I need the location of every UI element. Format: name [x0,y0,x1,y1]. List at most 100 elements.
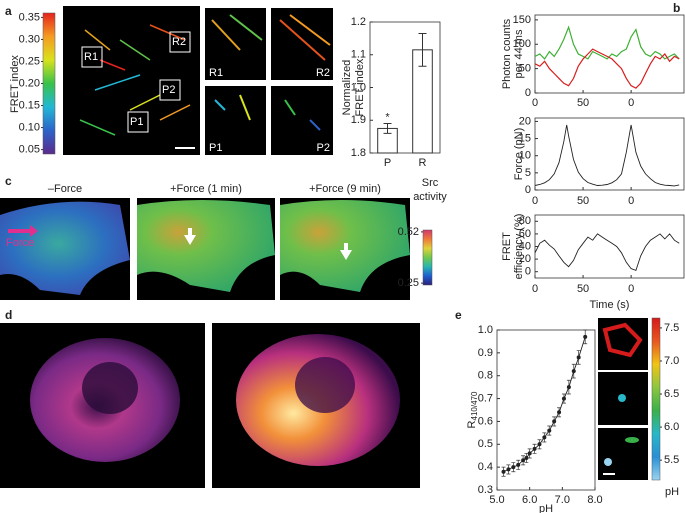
zoom [271,86,333,155]
zoom-label: P1 [209,142,222,154]
point [527,451,532,456]
arrow [340,243,352,260]
zoom-label: R2 [316,67,330,79]
series-line [534,25,680,60]
point [566,385,571,390]
force-arrow [8,225,38,237]
x-tick-label: 0 [628,195,634,207]
y-tick-label: 1.1 [351,49,366,61]
y-tick-label: 0.7 [478,392,493,404]
panel-c-images [0,198,410,300]
roi-box [127,111,149,133]
image-title: +Force (9 min) [309,183,381,195]
y-tick-label: 100 [513,38,531,50]
colorbar-tick-label: 0.20 [19,77,40,89]
y-tick-label: 0 [525,184,531,196]
specks [79,24,191,136]
y-axis-label: FRET index [354,58,366,116]
point [524,456,529,460]
colorbar-label: FRET index [9,55,21,113]
y-tick-label: 80 [519,215,531,227]
x-tick-label: 0 [628,283,634,295]
point [557,410,562,415]
point [532,446,537,451]
colorbar-tick-label: 6.0 [664,421,679,433]
y-axis-label: FRET [501,232,513,261]
y-tick-label: 1.0 [351,81,366,93]
colorbar-label: pH [665,486,679,498]
colorbar-tick-label: 0.25 [19,55,40,67]
colorbar-label: Src [422,177,439,189]
panel-label: b [673,1,680,15]
y-tick-label: 0.3 [478,484,493,496]
x-tick-label: 0 [532,97,538,109]
y-tick-label: 0 [525,87,531,99]
point [576,355,581,360]
colorbar-tick-label: 6.5 [664,388,679,400]
roi-label: P2 [162,84,175,96]
series-line [534,124,680,187]
x-tick-label: 50 [577,195,589,207]
arrow [184,228,196,245]
y-tick-label: 5 [525,167,531,179]
arrow-label: Force [6,237,34,249]
x-tick-label: 7.0 [555,494,570,506]
panel-label: a [5,4,12,18]
x-tick-label: P [384,157,391,169]
y-tick-label: 20 [519,115,531,127]
error-bar [383,123,392,134]
panel-label: c [5,174,12,188]
y-tick-label: 1.2 [351,16,366,28]
y-tick-label: 0.8 [478,370,493,382]
x-tick-label: 0 [532,283,538,295]
x-tick-label: 6.0 [522,494,537,506]
point [542,435,547,440]
y-tick-label: 0.5 [478,438,493,450]
axes-frame [534,214,685,279]
y-axis-label: Normalized [341,60,353,116]
y-axis-label: R410/470 [466,391,479,428]
axes-frame [534,14,685,94]
colorbar-tick-label: 7.5 [664,322,679,334]
colorbar-tick-label: 0.10 [19,121,40,133]
y-axis-label: Force (pN) [513,128,525,181]
roi-box [159,79,181,101]
y-tick-label: 1.8 [351,147,366,159]
roi-label: R1 [84,51,98,63]
panel-a-images [63,6,333,155]
roi-box [169,31,191,53]
error-bar [418,32,427,67]
x-tick-label: 8.0 [587,494,602,506]
y-tick-label: 0.4 [478,461,493,473]
x-tick-label: 50 [577,283,589,295]
point [547,428,552,433]
y-tick-label: 40 [519,240,531,252]
colorbar-tick-label: 5.5 [664,454,679,466]
x-tick-label: 50 [577,97,589,109]
roi-label: P1 [130,116,143,128]
roi-label: R2 [172,36,186,48]
image-title: +Force (1 min) [170,183,242,195]
image-title: –Force [48,183,82,195]
y-axis-label: per 44 ms [513,29,525,78]
y-axis-label: efficiency (%) [513,214,525,280]
y-tick-label: 0.6 [478,415,493,427]
y-axis-label-main: R [466,420,478,428]
colorbar [651,317,661,481]
colorbar-tick-label: 0.35 [19,11,40,23]
point [537,442,542,447]
point [571,369,576,374]
y-tick-label: 60 [519,228,531,240]
colorbar-tick-label: 0.25 [398,277,419,289]
x-tick-label: 0 [628,97,634,109]
series-line [534,233,680,271]
x-tick-label: 5.0 [489,494,504,506]
axes-frame [534,117,685,191]
y-axis-label-sub: 410/470 [470,391,479,420]
series-line [503,336,586,473]
colorbar-tick-label: 0.15 [19,99,40,111]
colorbar-tick-label: 0.52 [398,226,419,238]
zoom-label: R1 [209,67,223,79]
y-tick-label: 1.9 [351,114,366,126]
